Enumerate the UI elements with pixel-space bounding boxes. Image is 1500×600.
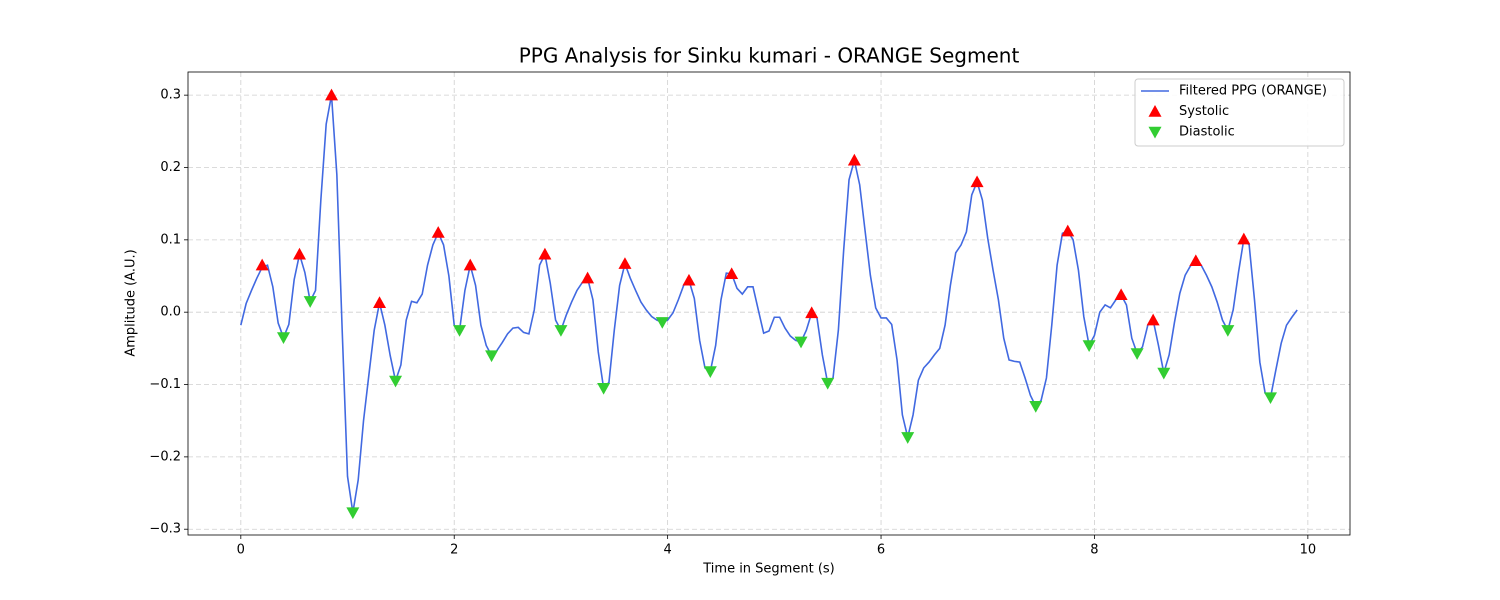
plot-frame xyxy=(187,71,1351,536)
systolic-marker xyxy=(1146,313,1160,326)
diastolic-marker xyxy=(597,382,611,395)
systolic-marker xyxy=(538,247,552,260)
x-tick-label: 0 xyxy=(237,543,245,558)
systolic-marker xyxy=(1061,224,1075,237)
x-tick-label: 10 xyxy=(1300,543,1317,558)
diastolic-marker xyxy=(1029,401,1043,413)
systolic-marker xyxy=(1189,254,1203,267)
ppg-line xyxy=(240,95,1298,513)
diastolic-marker xyxy=(1130,348,1144,360)
systolic-marker xyxy=(255,258,269,271)
legend-box xyxy=(1134,78,1345,147)
y-tick-label: 0.3 xyxy=(160,88,181,103)
diastolic-marker xyxy=(1157,367,1171,380)
systolic-marker xyxy=(373,296,387,308)
y-tick-label: 0.2 xyxy=(160,160,181,175)
diastolic-marker xyxy=(901,432,915,444)
legend-label: Diastolic xyxy=(1179,125,1235,140)
systolic-marker xyxy=(463,258,477,271)
diastolic-marker xyxy=(276,332,290,345)
systolic-marker xyxy=(325,88,339,101)
systolic-marker xyxy=(581,271,595,284)
legend-swatch xyxy=(1148,126,1162,139)
systolic-marker xyxy=(1237,232,1251,245)
legend-label: Systolic xyxy=(1179,104,1229,119)
diastolic-marker xyxy=(703,366,717,379)
chart-title: PPG Analysis for Sinku kumari - ORANGE S… xyxy=(519,44,1020,68)
systolic-marker xyxy=(682,273,696,286)
y-tick-label: 0.0 xyxy=(160,305,181,320)
legend-swatch xyxy=(1148,105,1162,117)
diastolic-marker xyxy=(655,317,669,329)
diastolic-marker xyxy=(1264,392,1278,405)
y-tick-label: 0.1 xyxy=(160,232,181,247)
diastolic-marker xyxy=(346,507,360,520)
systolic-marker xyxy=(725,267,739,280)
systolic-marker xyxy=(618,257,632,269)
systolic-marker xyxy=(1114,288,1128,301)
systolic-marker xyxy=(805,306,819,319)
x-tick-label: 2 xyxy=(450,543,458,558)
systolic-marker xyxy=(431,226,445,238)
legend-label: Filtered PPG (ORANGE) xyxy=(1179,84,1327,99)
diastolic-marker xyxy=(1082,340,1096,352)
x-axis-label: Time in Segment (s) xyxy=(702,562,834,577)
x-tick-label: 8 xyxy=(1090,543,1098,558)
diastolic-marker xyxy=(485,350,499,363)
diastolic-marker xyxy=(554,325,568,337)
diastolic-marker xyxy=(821,377,835,390)
diastolic-marker xyxy=(303,296,317,308)
y-tick-label: −0.3 xyxy=(149,522,181,537)
diastolic-marker xyxy=(389,375,403,388)
systolic-marker xyxy=(970,175,984,188)
x-tick-label: 6 xyxy=(877,543,885,558)
diastolic-marker xyxy=(453,325,467,337)
systolic-marker xyxy=(293,247,307,260)
diastolic-marker xyxy=(1221,325,1235,337)
y-axis-label: Amplitude (A.U.) xyxy=(124,249,139,356)
diastolic-marker xyxy=(794,336,808,349)
systolic-marker xyxy=(847,153,861,166)
x-tick-label: 4 xyxy=(663,543,671,558)
y-tick-label: −0.1 xyxy=(149,377,181,392)
y-tick-label: −0.2 xyxy=(149,449,181,464)
